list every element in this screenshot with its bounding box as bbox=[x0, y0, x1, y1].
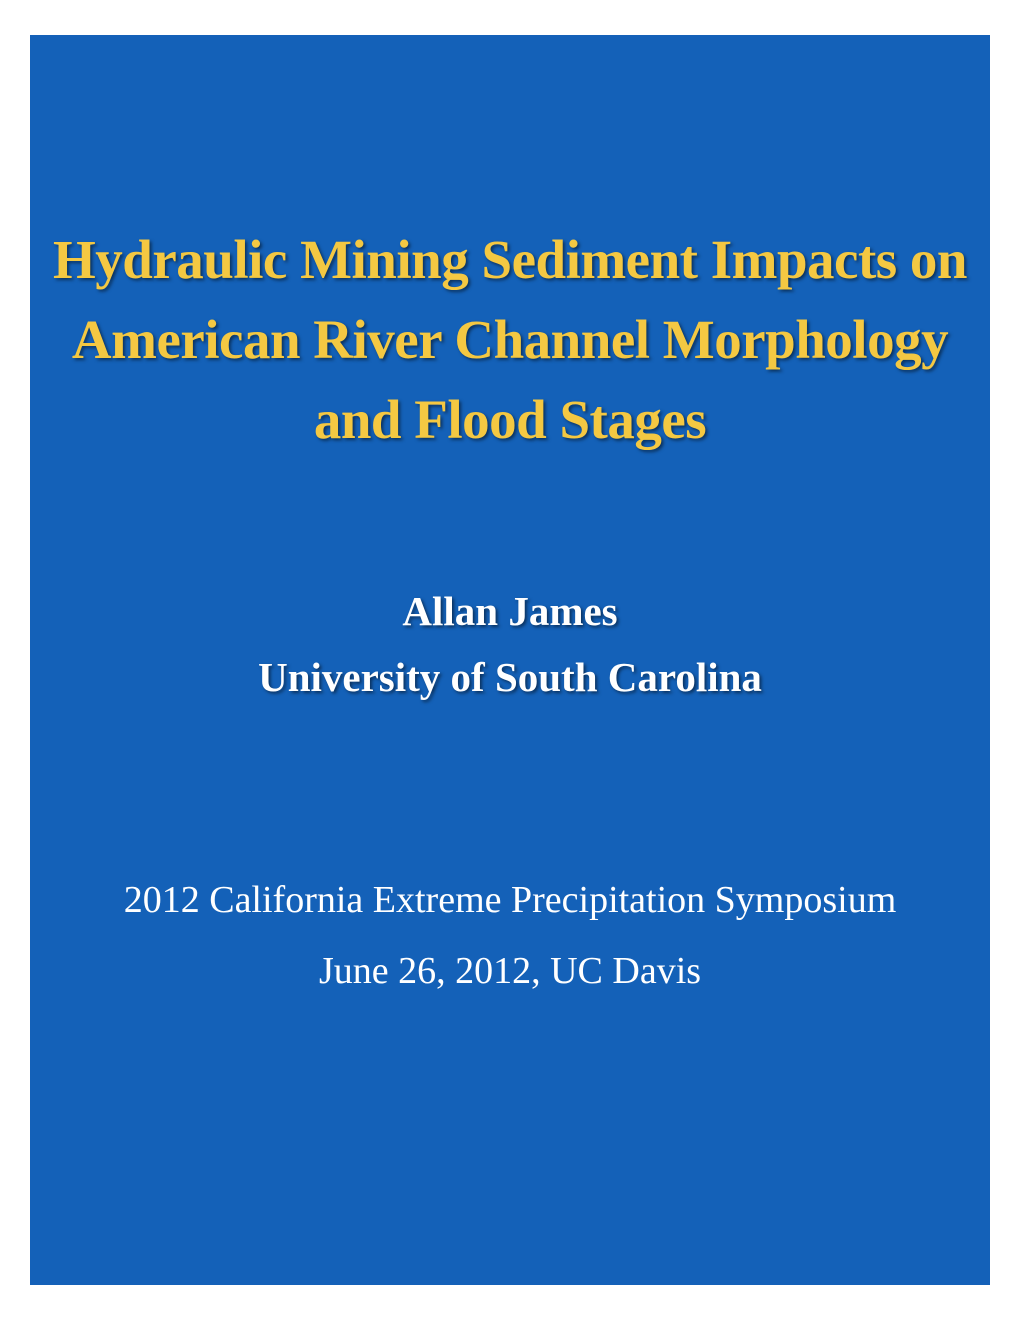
author-name: Allan James bbox=[258, 579, 762, 645]
event-name: 2012 California Extreme Precipitation Sy… bbox=[124, 865, 897, 935]
author-affiliation: University of South Carolina bbox=[258, 645, 762, 711]
title-slide: Hydraulic Mining Sediment Impacts on Ame… bbox=[30, 35, 990, 1285]
event-date-venue: June 26, 2012, UC Davis bbox=[124, 936, 897, 1006]
event-block: 2012 California Extreme Precipitation Sy… bbox=[124, 865, 897, 1006]
author-block: Allan James University of South Carolina bbox=[258, 579, 762, 710]
presentation-title: Hydraulic Mining Sediment Impacts on Ame… bbox=[30, 220, 990, 459]
